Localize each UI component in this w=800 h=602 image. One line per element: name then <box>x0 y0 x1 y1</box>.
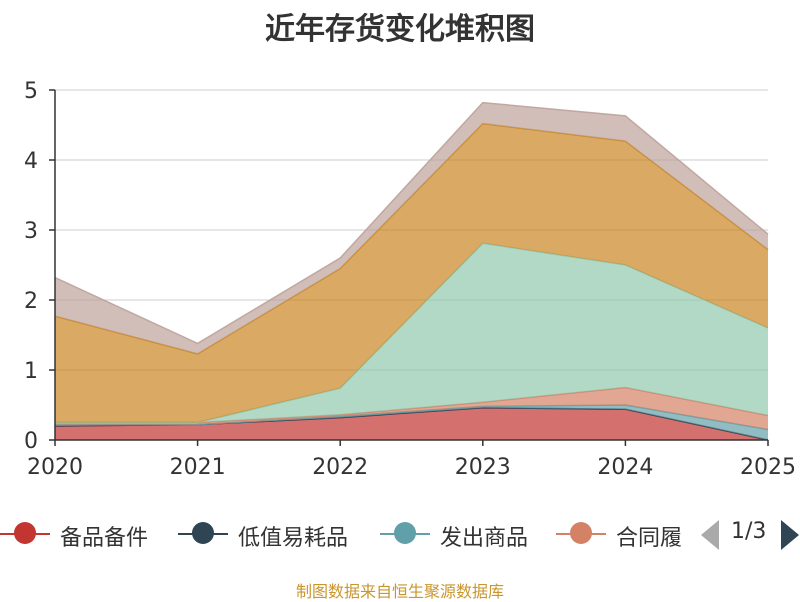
legend-item-hetong[interactable]: 合同履 <box>556 514 686 554</box>
area-series-6 <box>55 123 768 423</box>
legend-page-indicator: 1/3 <box>731 519 767 544</box>
y-tick-label: 5 <box>24 79 38 104</box>
legend-label: 低值易耗品 <box>238 526 349 551</box>
area-series-7 <box>55 102 768 354</box>
y-tick-label: 4 <box>24 149 38 174</box>
y-tick-label: 2 <box>24 289 38 314</box>
x-tick-label: 2024 <box>597 455 653 480</box>
legend: 备品备件 低值易耗品 发出商品 合同履 <box>0 514 686 554</box>
legend-item-dizhi[interactable]: 低值易耗品 <box>178 514 368 554</box>
legend-label: 发出商品 <box>440 526 529 551</box>
x-tick-label: 2023 <box>455 455 511 480</box>
legend-dot <box>14 522 36 544</box>
legend-prev-page-icon[interactable] <box>701 520 719 550</box>
legend-item-beipin[interactable]: 备品备件 <box>0 514 170 554</box>
legend-next-page-icon[interactable] <box>781 520 799 550</box>
series-line-7 <box>54 101 769 345</box>
chart-title: 近年存货变化堆积图 <box>265 12 535 47</box>
legend-item-fachu[interactable]: 发出商品 <box>380 514 550 554</box>
legend-dot <box>394 522 416 544</box>
y-tick-label: 0 <box>24 429 38 454</box>
area-series-1 <box>55 407 768 440</box>
legend-label: 合同履 <box>616 526 683 551</box>
area-series-5 <box>55 243 768 423</box>
x-tick-label: 2021 <box>170 455 226 480</box>
x-tick-label: 2025 <box>740 455 796 480</box>
legend-dot <box>192 522 214 544</box>
y-tick-label: 1 <box>24 359 38 384</box>
legend-dot <box>570 522 592 544</box>
y-tick-label: 3 <box>24 219 38 244</box>
x-tick-label: 2022 <box>312 455 368 480</box>
x-tick-label: 2020 <box>27 455 83 480</box>
legend-label: 备品备件 <box>60 526 149 551</box>
data-source-note: 制图数据来自恒生聚源数据库 <box>295 582 504 601</box>
